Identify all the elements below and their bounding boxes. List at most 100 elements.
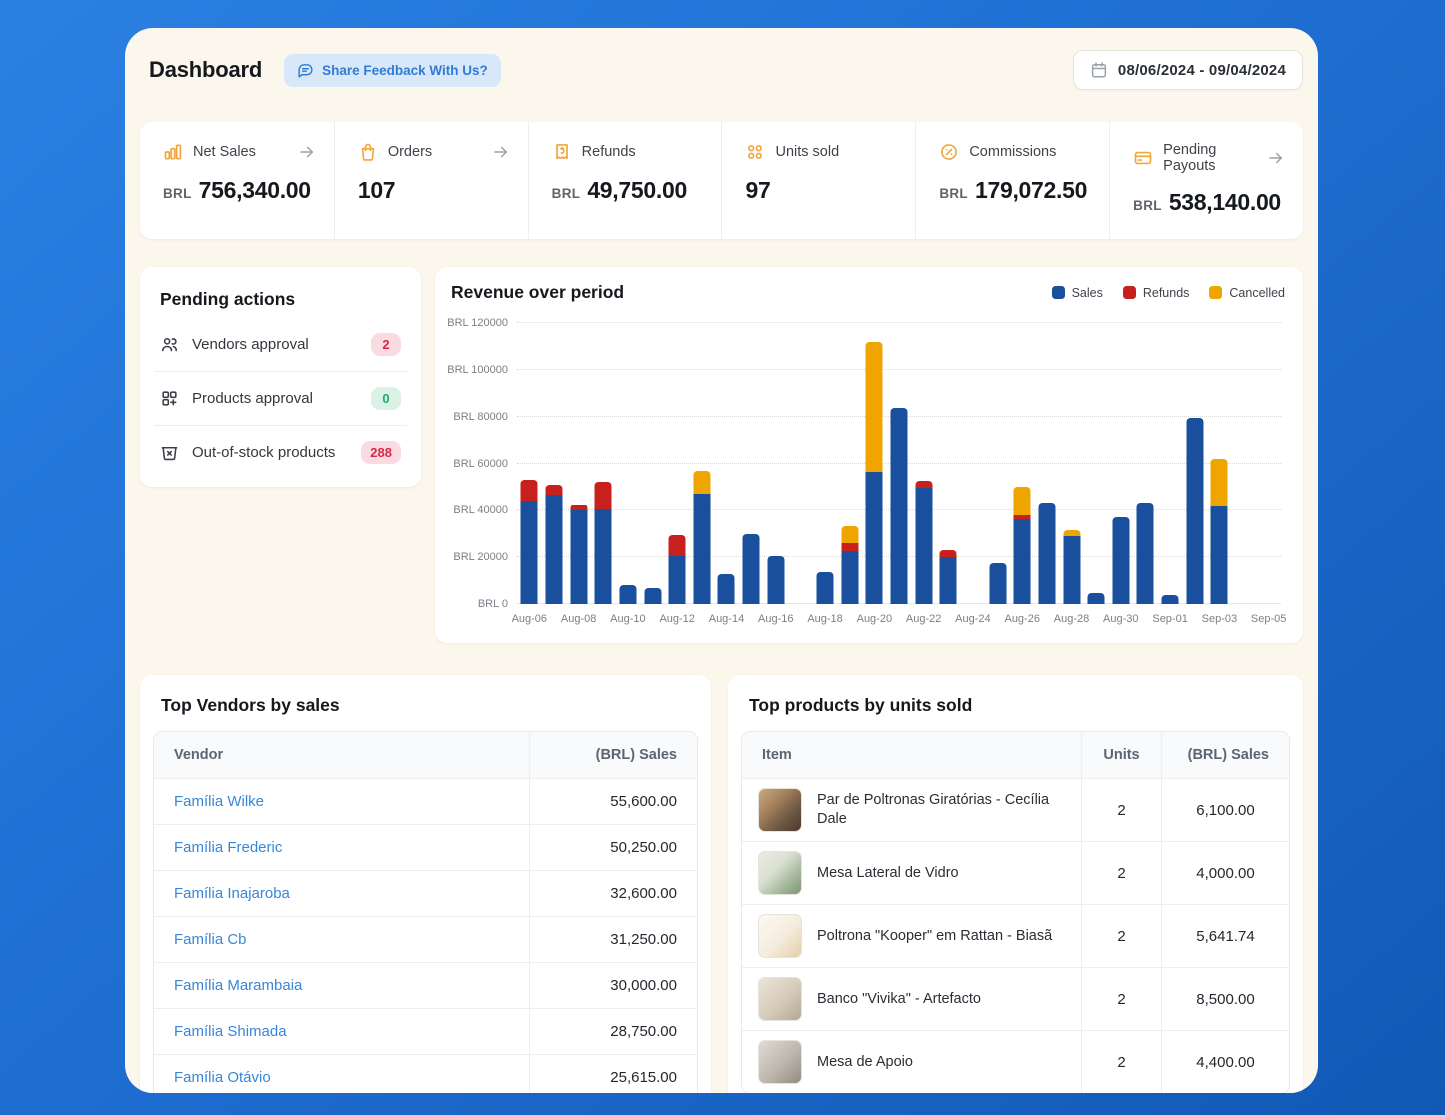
bar-aug-27 bbox=[1035, 323, 1060, 604]
table-row: Família Frederic50,250.00 bbox=[154, 824, 697, 870]
legend-item-refunds[interactable]: Refunds bbox=[1123, 286, 1190, 300]
bar-segment-sales bbox=[1211, 506, 1228, 604]
bar-segment-cancelled bbox=[1211, 459, 1228, 506]
chart-plot-area: BRL 0BRL 20000BRL 40000BRL 60000BRL 8000… bbox=[517, 323, 1281, 604]
x-axis-tick-label: Sep-01 bbox=[1152, 613, 1187, 625]
bar-segment-refunds bbox=[841, 543, 858, 551]
vendor-sales-value: 32,600.00 bbox=[529, 870, 697, 916]
bar-segment-cancelled bbox=[841, 526, 858, 544]
top-products-panel: Top products by units sold ItemUnits(BRL… bbox=[728, 675, 1303, 1093]
x-axis-tick-label: Aug-24 bbox=[955, 613, 990, 625]
bar-aug-10 bbox=[616, 323, 641, 604]
bar-sep-03 bbox=[1207, 323, 1232, 604]
bar-segment-sales bbox=[989, 563, 1006, 604]
vendor-link-fam-lia-wilke[interactable]: Família Wilke bbox=[174, 793, 264, 810]
vendor-link-fam-lia-shimada[interactable]: Família Shimada bbox=[174, 1023, 287, 1040]
column-header-vendor: Vendor bbox=[154, 732, 529, 778]
date-range-value: 08/06/2024 - 09/04/2024 bbox=[1118, 62, 1286, 79]
top-products-title: Top products by units sold bbox=[749, 695, 1290, 716]
bar-segment-refunds bbox=[915, 481, 932, 488]
vendor-sales-value: 55,600.00 bbox=[529, 778, 697, 824]
x-axis-tick-label: Aug-12 bbox=[659, 613, 694, 625]
chart-title: Revenue over period bbox=[451, 282, 624, 303]
top-vendors-title: Top Vendors by sales bbox=[161, 695, 698, 716]
table-row: Par de Poltronas Giratórias - Cecília Da… bbox=[742, 778, 1289, 841]
bar-aug-20 bbox=[862, 323, 887, 604]
table-row: Família Shimada28,750.00 bbox=[154, 1008, 697, 1054]
y-axis-tick-label: BRL 20000 bbox=[453, 551, 508, 563]
vendor-sales-value: 31,250.00 bbox=[529, 916, 697, 962]
legend-item-cancelled[interactable]: Cancelled bbox=[1209, 286, 1285, 300]
arrow-right-icon[interactable] bbox=[298, 143, 316, 161]
dashboard-surface: Dashboard Share Feedback With Us? 08/06/… bbox=[125, 28, 1318, 1093]
arrow-right-icon[interactable] bbox=[492, 143, 510, 161]
currency-prefix: BRL bbox=[552, 186, 581, 201]
bar-segment-sales bbox=[693, 494, 710, 604]
x-axis-tick-label: Sep-05 bbox=[1251, 613, 1286, 625]
bar-aug-13 bbox=[690, 323, 715, 604]
product-sales-value: 8,500.00 bbox=[1161, 967, 1289, 1030]
stat-label-refunds: Refunds bbox=[582, 144, 636, 160]
legend-item-sales[interactable]: Sales bbox=[1052, 286, 1103, 300]
product-name: Mesa Lateral de Vidro bbox=[817, 864, 959, 883]
stat-label-units-sold: Units sold bbox=[775, 144, 839, 160]
product-units-value: 2 bbox=[1081, 904, 1161, 967]
legend-swatch-refunds bbox=[1123, 286, 1136, 299]
bar-segment-sales bbox=[890, 408, 907, 604]
x-axis-tick-label: Aug-22 bbox=[906, 613, 941, 625]
bar-segment-refunds bbox=[940, 550, 957, 557]
product-add-icon bbox=[160, 389, 179, 408]
pending-action-products-approval[interactable]: Products approval0 bbox=[154, 371, 407, 425]
y-axis-tick-label: BRL 100000 bbox=[447, 364, 508, 376]
x-axis-tick-label: Aug-20 bbox=[857, 613, 892, 625]
date-range-picker[interactable]: 08/06/2024 - 09/04/2024 bbox=[1073, 50, 1303, 90]
vendor-link-fam-lia-cb[interactable]: Família Cb bbox=[174, 931, 247, 948]
bar-segment-sales bbox=[545, 495, 562, 604]
share-feedback-button[interactable]: Share Feedback With Us? bbox=[284, 54, 501, 87]
arrow-right-icon[interactable] bbox=[1267, 149, 1285, 167]
chart-legend: Sales Refunds Cancelled bbox=[1052, 286, 1285, 300]
product-thumbnail bbox=[758, 1040, 802, 1084]
stat-card-net-sales[interactable]: Net SalesBRL756,340.00 bbox=[140, 122, 334, 239]
table-row: Família Otávio25,615.00 bbox=[154, 1054, 697, 1093]
product-name: Par de Poltronas Giratórias - Cecília Da… bbox=[817, 791, 1065, 829]
vendor-link-fam-lia-inajaroba[interactable]: Família Inajaroba bbox=[174, 885, 290, 902]
stat-card-commissions: CommissionsBRL179,072.50 bbox=[915, 122, 1109, 239]
vendor-link-fam-lia-frederic[interactable]: Família Frederic bbox=[174, 839, 282, 856]
pending-action-out-of-stock-products[interactable]: Out-of-stock products288 bbox=[154, 425, 407, 479]
stat-card-orders[interactable]: Orders107 bbox=[334, 122, 528, 239]
stat-card-pending-payouts[interactable]: Pending PayoutsBRL538,140.00 bbox=[1109, 122, 1303, 239]
x-axis-tick-label: Aug-06 bbox=[512, 613, 547, 625]
bar-segment-sales bbox=[619, 585, 636, 604]
page-title: Dashboard bbox=[149, 57, 262, 83]
pending-action-vendors-approval[interactable]: Vendors approval2 bbox=[154, 318, 407, 371]
credit-card-icon bbox=[1133, 148, 1153, 168]
stat-label-net-sales: Net Sales bbox=[193, 144, 256, 160]
bar-aug-06 bbox=[517, 323, 542, 604]
bar-segment-sales bbox=[915, 488, 932, 604]
chat-bubble-icon bbox=[297, 62, 314, 79]
x-axis-tick-label: Aug-26 bbox=[1004, 613, 1039, 625]
bar-chart-icon bbox=[163, 142, 183, 162]
bar-segment-cancelled bbox=[866, 342, 883, 472]
bar-segment-refunds bbox=[669, 535, 686, 556]
vendor-link-fam-lia-ot-vio[interactable]: Família Otávio bbox=[174, 1069, 271, 1086]
bar-aug-19 bbox=[837, 323, 862, 604]
pending-actions-panel: Pending actions Vendors approval2Product… bbox=[140, 267, 421, 487]
vendor-link-fam-lia-marambaia[interactable]: Família Marambaia bbox=[174, 977, 302, 994]
bar-segment-sales bbox=[1038, 503, 1055, 604]
count-badge: 2 bbox=[371, 333, 401, 356]
bar-segment-sales bbox=[841, 551, 858, 604]
y-axis-tick-label: BRL 0 bbox=[478, 598, 508, 610]
refund-receipt-icon bbox=[552, 142, 572, 162]
bar-aug-14 bbox=[714, 323, 739, 604]
product-units-value: 2 bbox=[1081, 778, 1161, 841]
bar-aug-15 bbox=[739, 323, 764, 604]
stat-value-commissions: BRL179,072.50 bbox=[939, 177, 1091, 204]
percent-badge-icon bbox=[939, 142, 959, 162]
column-header-units: Units bbox=[1081, 732, 1161, 778]
currency-prefix: BRL bbox=[163, 186, 192, 201]
stat-card-refunds: RefundsBRL49,750.00 bbox=[528, 122, 722, 239]
x-axis-tick-label: Aug-16 bbox=[758, 613, 793, 625]
bar-aug-12 bbox=[665, 323, 690, 604]
